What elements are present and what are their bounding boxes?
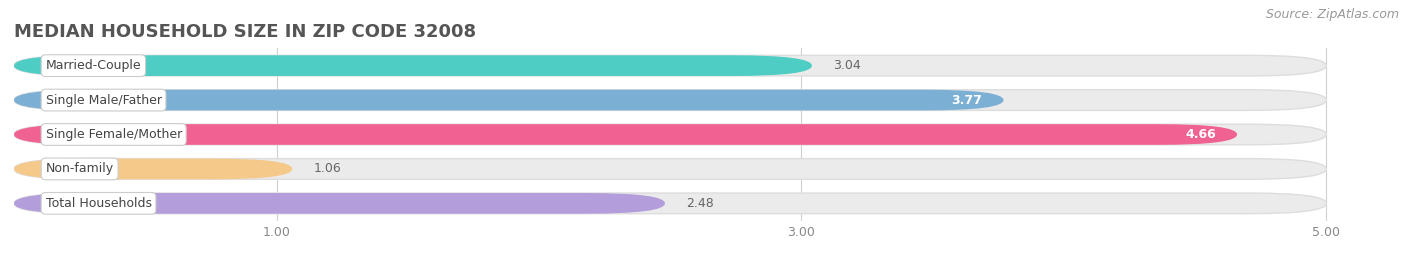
Text: 1.06: 1.06: [314, 162, 342, 175]
FancyBboxPatch shape: [14, 159, 1326, 179]
FancyBboxPatch shape: [14, 124, 1237, 145]
FancyBboxPatch shape: [14, 159, 292, 179]
FancyBboxPatch shape: [14, 55, 1326, 76]
FancyBboxPatch shape: [14, 55, 811, 76]
Text: Source: ZipAtlas.com: Source: ZipAtlas.com: [1265, 8, 1399, 21]
Text: Total Households: Total Households: [45, 197, 152, 210]
FancyBboxPatch shape: [14, 90, 1004, 110]
Text: 3.77: 3.77: [952, 94, 983, 107]
Text: Non-family: Non-family: [45, 162, 114, 175]
Text: 3.04: 3.04: [832, 59, 860, 72]
FancyBboxPatch shape: [14, 124, 1326, 145]
Text: MEDIAN HOUSEHOLD SIZE IN ZIP CODE 32008: MEDIAN HOUSEHOLD SIZE IN ZIP CODE 32008: [14, 23, 477, 41]
Text: 4.66: 4.66: [1185, 128, 1216, 141]
Text: 2.48: 2.48: [686, 197, 714, 210]
Text: Single Female/Mother: Single Female/Mother: [45, 128, 181, 141]
FancyBboxPatch shape: [14, 193, 665, 214]
Text: Married-Couple: Married-Couple: [45, 59, 141, 72]
Text: Single Male/Father: Single Male/Father: [45, 94, 162, 107]
FancyBboxPatch shape: [14, 193, 1326, 214]
FancyBboxPatch shape: [14, 90, 1326, 110]
